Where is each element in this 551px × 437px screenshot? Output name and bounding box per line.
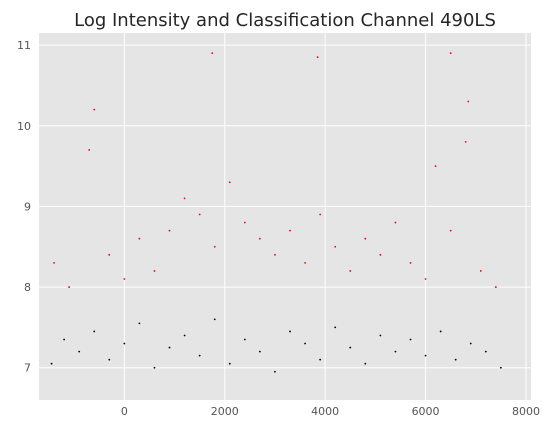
x-axis-ticks: 0 2000 4000 6000 8000 [121, 405, 540, 418]
point-above-threshold [449, 229, 452, 232]
point-above-threshold [153, 270, 156, 272]
y-tick-label: 7 [24, 362, 31, 375]
point-above-threshold [183, 197, 186, 200]
point-above-threshold [168, 229, 171, 232]
x-tick-label: 6000 [412, 405, 440, 418]
point-below-threshold [274, 370, 276, 373]
point-below-threshold [198, 354, 201, 357]
point-above-threshold [479, 270, 482, 272]
point-below-threshold [78, 350, 81, 353]
point-above-threshold [449, 52, 452, 55]
y-tick-label: 10 [17, 120, 31, 133]
point-below-threshold [108, 358, 111, 361]
point-above-threshold [138, 237, 141, 240]
y-tick-label: 9 [24, 200, 31, 213]
point-below-threshold [153, 366, 156, 369]
point-below-threshold [63, 338, 66, 341]
point-below-threshold [364, 362, 367, 365]
point-below-threshold [439, 330, 442, 333]
point-below-threshold [349, 346, 352, 349]
point-below-threshold [138, 322, 141, 325]
point-above-threshold [349, 270, 352, 272]
point-below-threshold [183, 334, 186, 337]
point-below-threshold [243, 338, 246, 341]
point-above-threshold [319, 213, 322, 216]
point-above-threshold [108, 253, 111, 256]
point-above-threshold [289, 229, 291, 232]
point-below-threshold [228, 362, 231, 365]
point-below-threshold [289, 330, 291, 333]
point-above-threshold [88, 149, 91, 151]
point-above-threshold [68, 286, 71, 288]
point-below-threshold [469, 342, 472, 345]
point-above-threshold [213, 245, 216, 248]
point-below-threshold [93, 330, 96, 333]
point-above-threshold [211, 52, 214, 55]
point-above-threshold [394, 221, 397, 224]
x-tick-label: 8000 [512, 405, 540, 418]
point-above-threshold [467, 100, 470, 103]
point-above-threshold [434, 165, 437, 167]
y-tick-label: 11 [17, 39, 31, 52]
point-below-threshold [484, 350, 487, 353]
point-above-threshold [198, 213, 201, 216]
point-above-threshold [228, 181, 231, 184]
point-below-threshold [123, 342, 126, 345]
point-below-threshold [258, 350, 261, 353]
point-above-threshold [258, 237, 261, 240]
point-below-threshold [409, 338, 412, 341]
point-above-threshold [364, 237, 367, 240]
x-tick-label: 2000 [211, 405, 239, 418]
scatter-points [50, 52, 502, 373]
point-below-threshold [304, 342, 306, 345]
point-below-threshold [213, 318, 216, 321]
point-below-threshold [394, 350, 397, 353]
point-above-threshold [424, 278, 427, 280]
point-above-threshold [409, 261, 412, 264]
point-below-threshold [319, 358, 322, 361]
x-tick-label: 0 [121, 405, 128, 418]
point-above-threshold [123, 278, 126, 280]
y-axis-ticks: 7 8 9 10 11 [17, 39, 31, 375]
point-above-threshold [53, 261, 55, 264]
point-above-threshold [494, 286, 497, 288]
point-below-threshold [334, 326, 337, 329]
grid-lines [39, 33, 531, 400]
point-above-threshold [379, 253, 382, 256]
chart-title: Log Intensity and Classification Channel… [74, 10, 496, 31]
point-below-threshold [499, 366, 502, 369]
point-above-threshold [304, 261, 306, 264]
plot-area [39, 33, 531, 400]
point-below-threshold [168, 346, 171, 349]
point-above-threshold [464, 140, 467, 143]
point-below-threshold [424, 354, 427, 357]
point-above-threshold [243, 221, 246, 224]
point-below-threshold [379, 334, 382, 337]
point-above-threshold [334, 245, 337, 248]
point-above-threshold [93, 108, 96, 111]
point-above-threshold [316, 56, 319, 59]
y-tick-label: 8 [24, 281, 31, 294]
point-below-threshold [50, 362, 53, 365]
x-tick-label: 4000 [311, 405, 339, 418]
point-below-threshold [454, 358, 457, 361]
point-above-threshold [274, 253, 276, 256]
